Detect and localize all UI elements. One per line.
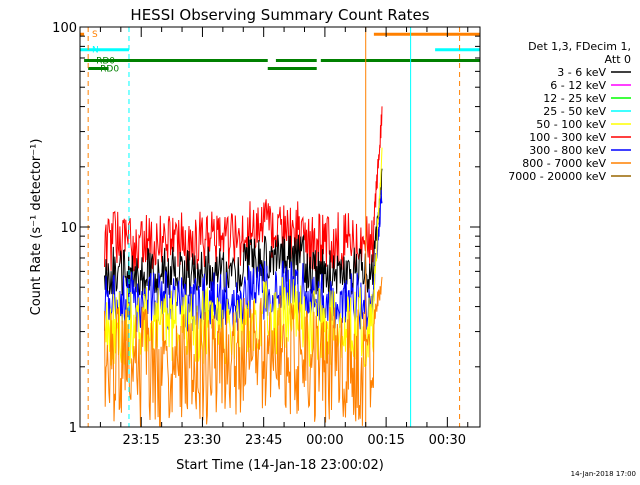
x-tick-label: 00:00 (306, 433, 343, 448)
legend-entry-label: 300 - 800 keV (529, 144, 606, 157)
legend-header-line: Att 0 (605, 53, 631, 66)
legend-header-line: Det 1,3, FDecim 1, (528, 40, 631, 53)
chart-title: HESSI Observing Summary Count Rates (130, 6, 429, 24)
legend-entry-label: 100 - 300 keV (529, 131, 606, 144)
legend-entry-label: 3 - 6 keV (557, 66, 606, 79)
series-line-3-6keV (104, 168, 383, 298)
y-axis-label: Count Rate (s⁻¹ detector⁻¹) (29, 139, 44, 316)
y-tick-label: 1 (69, 421, 77, 436)
legend-entry-label: 7000 - 20000 keV (508, 170, 606, 183)
legend-entry-label: 800 - 7000 keV (522, 157, 606, 170)
legend-entry-label: 25 - 50 keV (543, 105, 606, 118)
y-tick-label: 10 (60, 221, 77, 236)
legend-entry-label: 6 - 12 keV (550, 79, 606, 92)
y-tick-label: 100 (52, 21, 77, 36)
legend-entry-label: 12 - 25 keV (543, 92, 606, 105)
series-line-300-800keV (104, 189, 383, 333)
night-flag-label: N (92, 46, 99, 56)
series-layer (104, 106, 383, 428)
x-axis-label: Start Time (14-Jan-18 23:00:02) (176, 458, 384, 473)
x-tick-label: 23:15 (122, 433, 159, 448)
x-tick-label: 00:30 (429, 433, 466, 448)
plot-frame (79, 26, 481, 428)
rad2-flag-label: RD0 (100, 65, 119, 75)
rad1-flag-label: RD0 (96, 56, 115, 66)
x-tick-label: 00:15 (367, 433, 404, 448)
x-tick-label: 23:45 (245, 433, 282, 448)
footer-date: 14-Jan-2018 17:00 (571, 470, 636, 478)
series-line-800-7000keV (104, 276, 383, 428)
series-line-100-300keV (104, 106, 383, 272)
legend-entry-label: 50 - 100 keV (536, 118, 606, 131)
x-tick-label: 23:30 (184, 433, 221, 448)
saa-flag-label: S (92, 30, 98, 40)
axes-layer: 23:15 23:30 23:45 00:00 00:15 00:30 1 10 100 (52, 21, 480, 448)
